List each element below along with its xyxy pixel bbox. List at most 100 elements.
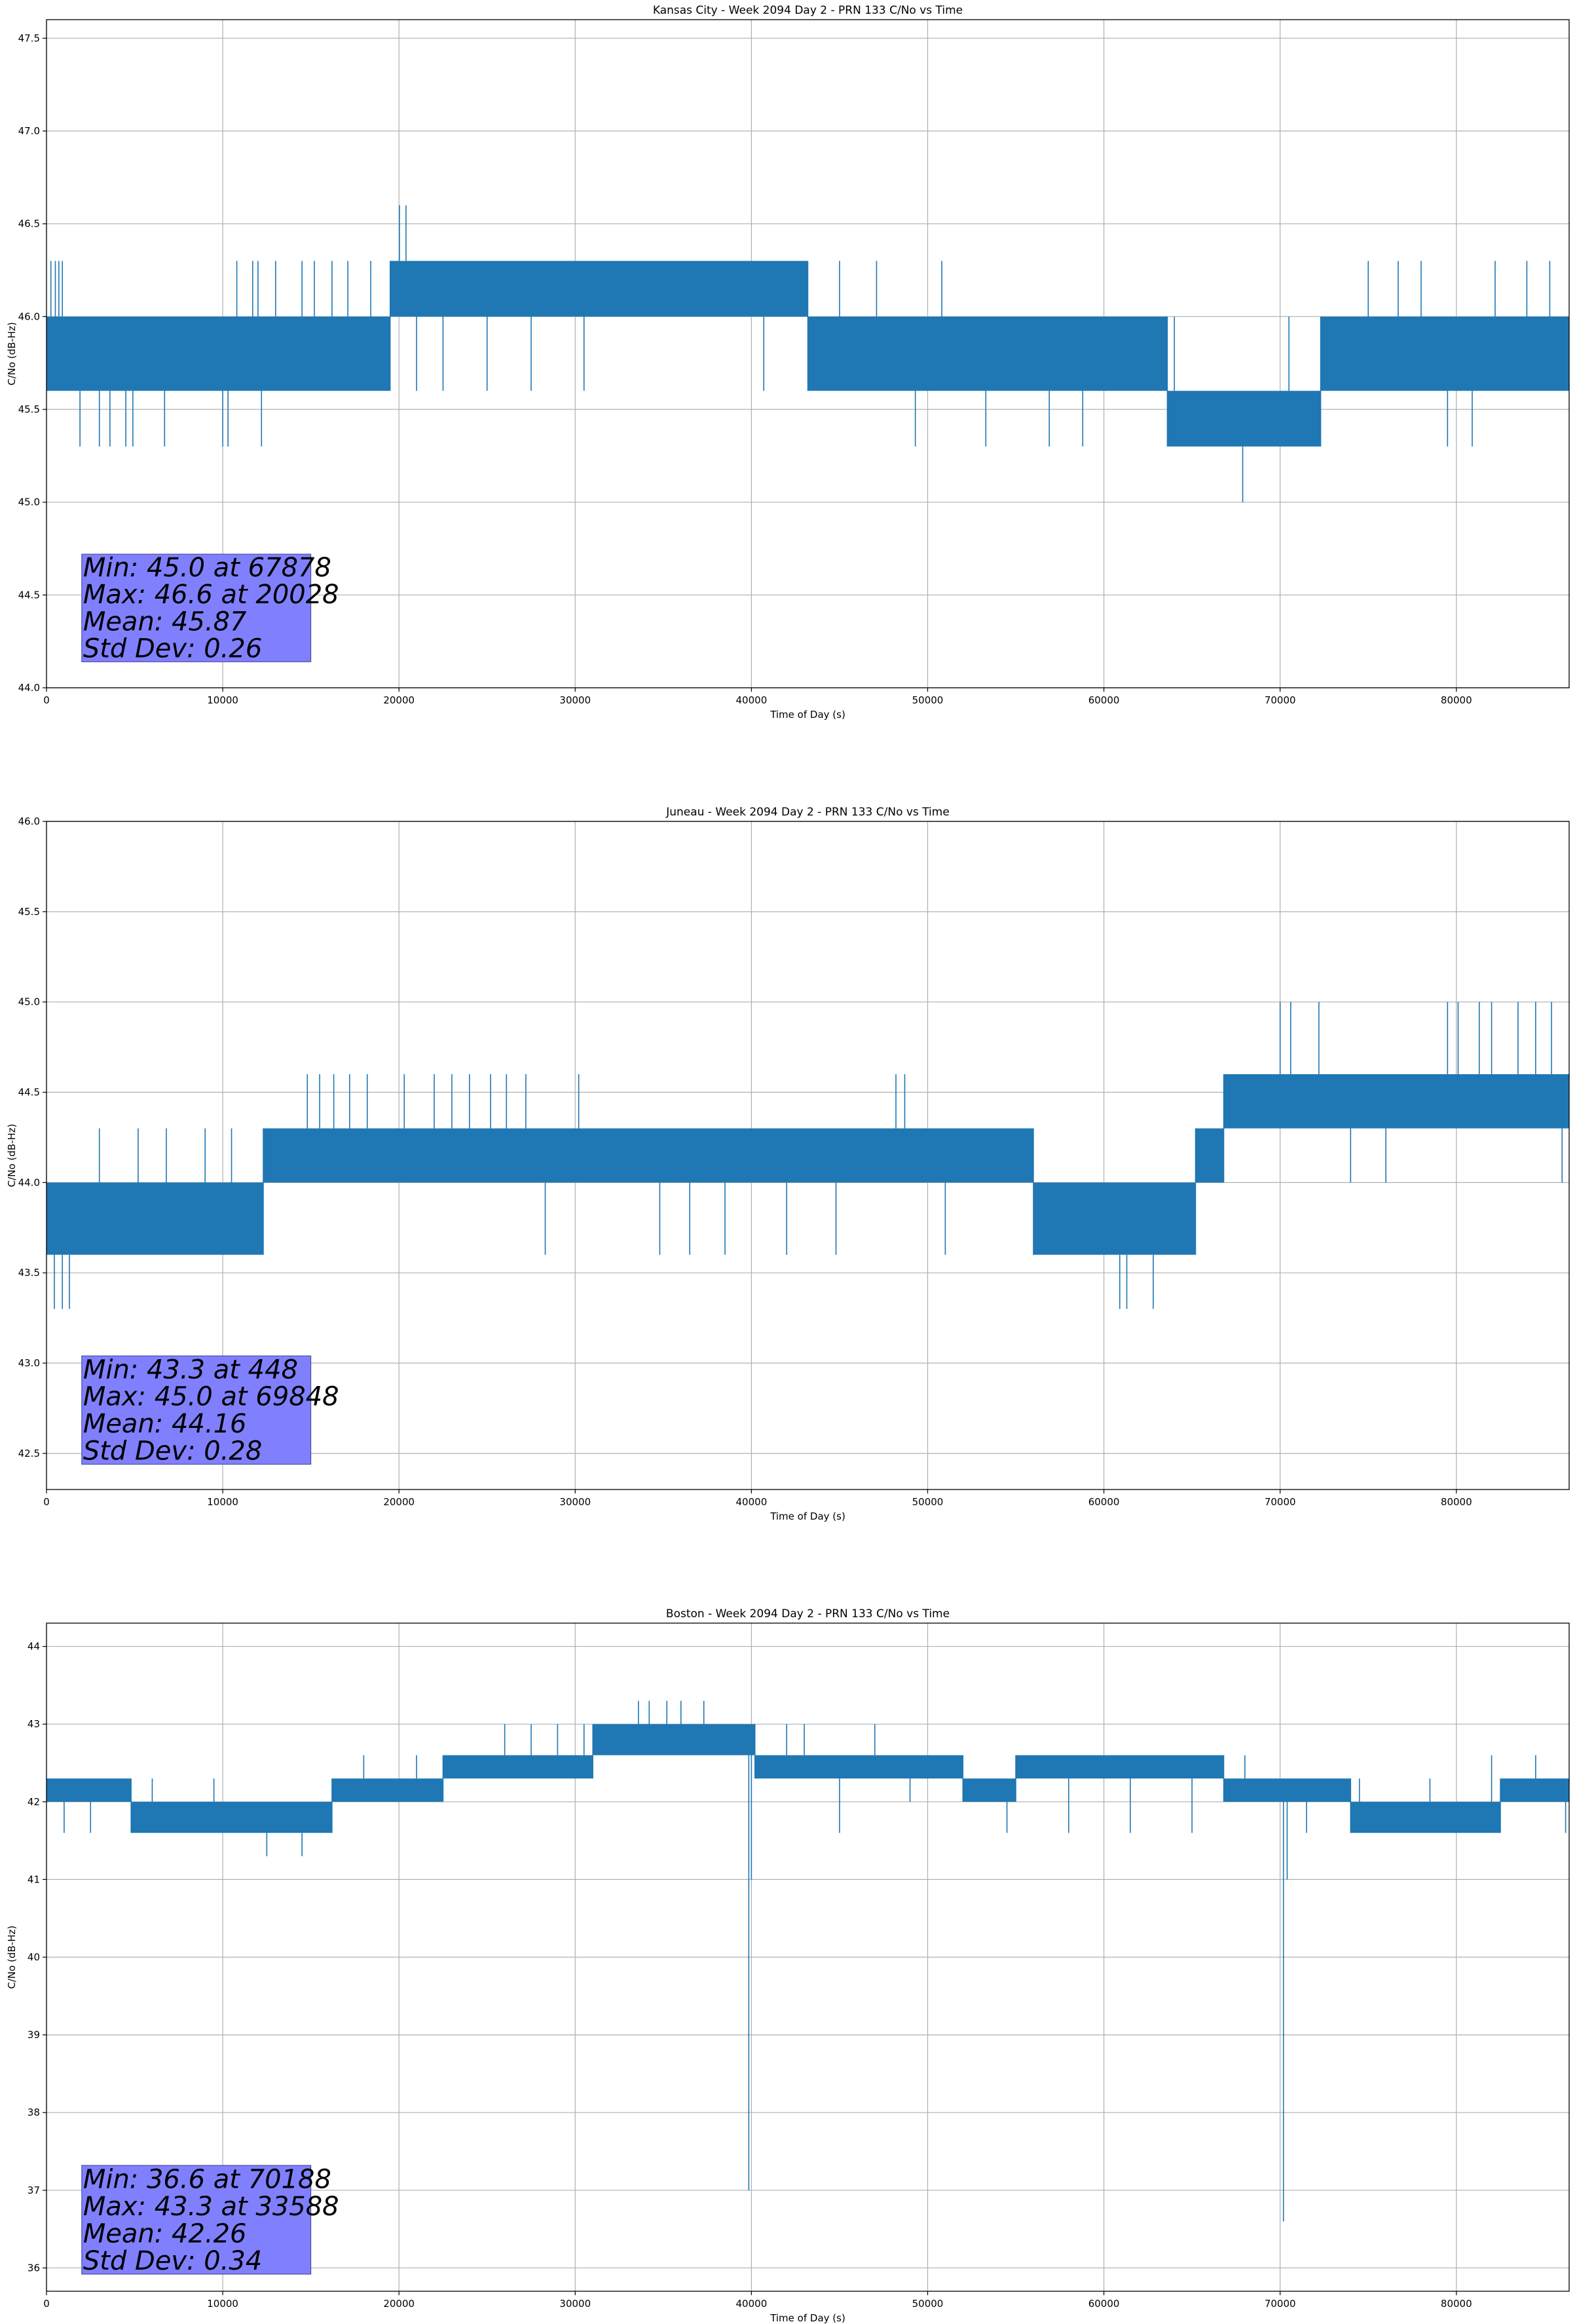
series-c-no [46, 1002, 1569, 1309]
data-band [263, 1128, 1033, 1183]
y-tick-label: 43 [28, 1718, 40, 1730]
y-tick-label: 44.5 [18, 1087, 40, 1098]
y-tick-label: 38 [28, 2107, 40, 2118]
x-tick-label: 10000 [207, 2298, 238, 2310]
data-band [1350, 1801, 1501, 1833]
y-tick-label: 44.0 [18, 682, 40, 694]
y-tick-label: 44 [28, 1641, 40, 1653]
data-band [1033, 1182, 1196, 1255]
y-tick-label: 45.5 [18, 403, 40, 415]
x-tick-label: 60000 [1088, 694, 1120, 706]
y-tick-label: 36 [28, 2262, 40, 2274]
data-band [1016, 1755, 1224, 1779]
data-band [1223, 1778, 1351, 1802]
x-tick-label: 70000 [1265, 2298, 1296, 2310]
x-axis: 0 10000 20000 30000 40000 50000 60000 70000 8000… [43, 688, 1472, 706]
data-band [331, 1778, 443, 1802]
y-tick-label: 47.5 [18, 32, 40, 44]
data-band [1500, 1778, 1569, 1802]
chart-title: Boston - Week 2094 Day 2 - PRN 133 C/No … [666, 1607, 950, 1621]
stats-box-background [81, 2165, 312, 2275]
stats-line-4: Std Dev: 0.28 [83, 1436, 263, 1466]
stats-line-4: Std Dev: 0.26 [83, 633, 263, 664]
y-tick-label: 43.5 [18, 1267, 40, 1279]
x-axis-label: Time of Day (s) [770, 709, 845, 721]
stats-line-2: Max: 43.3 at 33588 [83, 2192, 339, 2222]
x-tick-label: 0 [43, 694, 50, 706]
x-tick-label: 50000 [912, 1496, 944, 1508]
y-axis-label: C/No (dB-Hz) [6, 1926, 18, 1989]
stats-line-3: Mean: 44.16 [83, 1409, 247, 1439]
x-tick-label: 50000 [912, 2298, 944, 2310]
series-c-no [46, 205, 1569, 502]
x-tick-label: 30000 [559, 2298, 591, 2310]
y-tick-label: 43.0 [18, 1357, 40, 1369]
stats-line-1: Min: 45.0 at 67878 [83, 553, 331, 583]
axes-frame [46, 821, 1570, 1490]
x-tick-label: 40000 [736, 1496, 768, 1508]
y-axis: 42.5 43.0 43.5 44.0 44.5 45.0 45.5 46.0 [18, 815, 46, 1459]
data-band [807, 316, 1168, 391]
y-tick-label: 42 [28, 1796, 40, 1808]
stats-box-background [81, 1355, 312, 1465]
chart-title: Juneau - Week 2094 Day 2 - PRN 133 C/No … [665, 806, 950, 819]
y-axis: 36 37 38 39 40 41 42 43 44 [28, 1641, 46, 2274]
x-tick-label: 80000 [1441, 1496, 1472, 1508]
data-band [963, 1778, 1016, 1802]
data-band [390, 261, 808, 317]
data-band [46, 1182, 263, 1255]
x-tick-label: 80000 [1441, 2298, 1472, 2310]
chart-2: 0 10000 20000 30000 40000 50000 60000 70000 8000… [6, 806, 1570, 1522]
y-tick-label: 45.5 [18, 906, 40, 918]
y-tick-label: 46.5 [18, 218, 40, 230]
y-axis-label: C/No (dB-Hz) [6, 322, 18, 386]
x-tick-label: 10000 [207, 694, 238, 706]
data-band [443, 1755, 593, 1779]
data-band [1223, 1074, 1569, 1129]
data-band [1167, 390, 1321, 447]
x-tick-label: 0 [43, 2298, 50, 2310]
x-axis: 0 10000 20000 30000 40000 50000 60000 70000 8000… [43, 2291, 1472, 2310]
y-tick-label: 47.0 [18, 125, 40, 137]
stats-line-2: Max: 46.6 at 20028 [83, 580, 339, 610]
x-tick-label: 20000 [383, 1496, 415, 1508]
x-tick-label: 20000 [383, 2298, 415, 2310]
x-axis: 0 10000 20000 30000 40000 50000 60000 70000 8000… [43, 1490, 1472, 1508]
y-axis: 44.0 44.5 45.0 45.5 46.0 46.5 47.0 47.5 [18, 32, 46, 694]
y-tick-label: 46.0 [18, 815, 40, 827]
y-tick-label: 39 [28, 2029, 40, 2041]
stats-box-background [81, 553, 312, 662]
x-tick-label: 50000 [912, 694, 944, 706]
chart-1: 0 10000 20000 30000 40000 50000 60000 70000 8000… [6, 4, 1570, 721]
y-tick-label: 37 [28, 2184, 40, 2196]
axes-frame [46, 19, 1570, 688]
data-band [46, 316, 390, 391]
stats-line-3: Mean: 42.26 [83, 2219, 247, 2249]
stats-line-3: Mean: 45.87 [83, 607, 247, 637]
y-axis-label: C/No (dB-Hz) [6, 1124, 18, 1188]
x-tick-label: 20000 [383, 694, 415, 706]
y-tick-label: 46.0 [18, 310, 40, 322]
x-tick-label: 40000 [736, 694, 768, 706]
y-tick-label: 44.0 [18, 1176, 40, 1188]
x-tick-label: 0 [43, 1496, 50, 1508]
stats-line-2: Max: 45.0 at 69848 [83, 1382, 339, 1412]
x-tick-label: 60000 [1088, 2298, 1120, 2310]
data-band [1195, 1128, 1224, 1183]
y-tick-label: 44.5 [18, 589, 40, 601]
data-band [1320, 316, 1569, 391]
x-tick-label: 70000 [1265, 1496, 1296, 1508]
stats-line-4: Std Dev: 0.34 [83, 2246, 263, 2276]
x-tick-label: 40000 [736, 2298, 768, 2310]
chart-3: 0 10000 20000 30000 40000 50000 60000 70000 8000… [6, 1607, 1570, 2324]
y-tick-label: 42.5 [18, 1448, 40, 1459]
chart-title: Kansas City - Week 2094 Day 2 - PRN 133 … [653, 4, 963, 17]
y-tick-label: 45.0 [18, 996, 40, 1008]
data-band [46, 1778, 132, 1802]
series-c-no [46, 1700, 1569, 2222]
y-tick-label: 41 [28, 1873, 40, 1885]
